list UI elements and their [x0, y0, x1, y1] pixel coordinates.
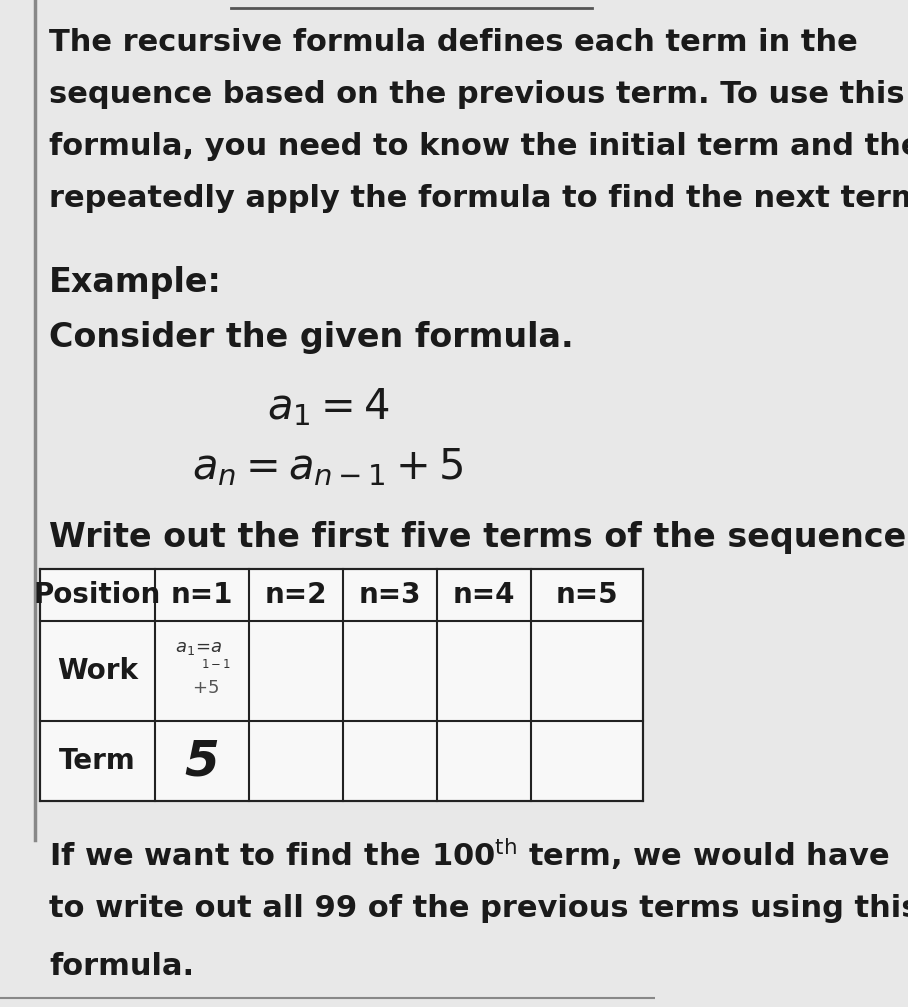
Bar: [40, 569, 643, 801]
Text: formula.: formula.: [49, 952, 194, 981]
Text: 5: 5: [184, 737, 220, 785]
Text: n=5: n=5: [556, 581, 617, 609]
Text: The recursive formula defines each term in the: The recursive formula defines each term …: [49, 28, 858, 57]
Text: $a_1 = 4$: $a_1 = 4$: [267, 386, 389, 428]
Text: $a_n = a_{n-1} + 5$: $a_n = a_{n-1} + 5$: [192, 446, 464, 488]
Text: If we want to find the 100$^{\mathrm{th}}$ term, we would have: If we want to find the 100$^{\mathrm{th}…: [49, 836, 889, 872]
Text: Consider the given formula.: Consider the given formula.: [49, 321, 574, 354]
Text: $+5$: $+5$: [192, 679, 219, 697]
Text: n=3: n=3: [359, 581, 421, 609]
Text: formula, you need to know the initial term and then: formula, you need to know the initial te…: [49, 132, 908, 161]
Text: to write out all 99 of the previous terms using this: to write out all 99 of the previous term…: [49, 894, 908, 923]
Text: sequence based on the previous term. To use this: sequence based on the previous term. To …: [49, 80, 904, 109]
Text: Term: Term: [59, 747, 136, 775]
Text: Work: Work: [57, 657, 138, 685]
Text: n=2: n=2: [265, 581, 327, 609]
Text: n=1: n=1: [171, 581, 233, 609]
Text: repeatedly apply the formula to find the next terms.: repeatedly apply the formula to find the…: [49, 184, 908, 213]
Text: $a_1\!=\!a$: $a_1\!=\!a$: [174, 639, 222, 657]
Text: n=4: n=4: [452, 581, 515, 609]
Text: Position: Position: [34, 581, 161, 609]
Text: Example:: Example:: [49, 266, 222, 299]
Text: $_{1-1}$: $_{1-1}$: [202, 653, 232, 671]
Text: Write out the first five terms of the sequence:: Write out the first five terms of the se…: [49, 521, 908, 554]
